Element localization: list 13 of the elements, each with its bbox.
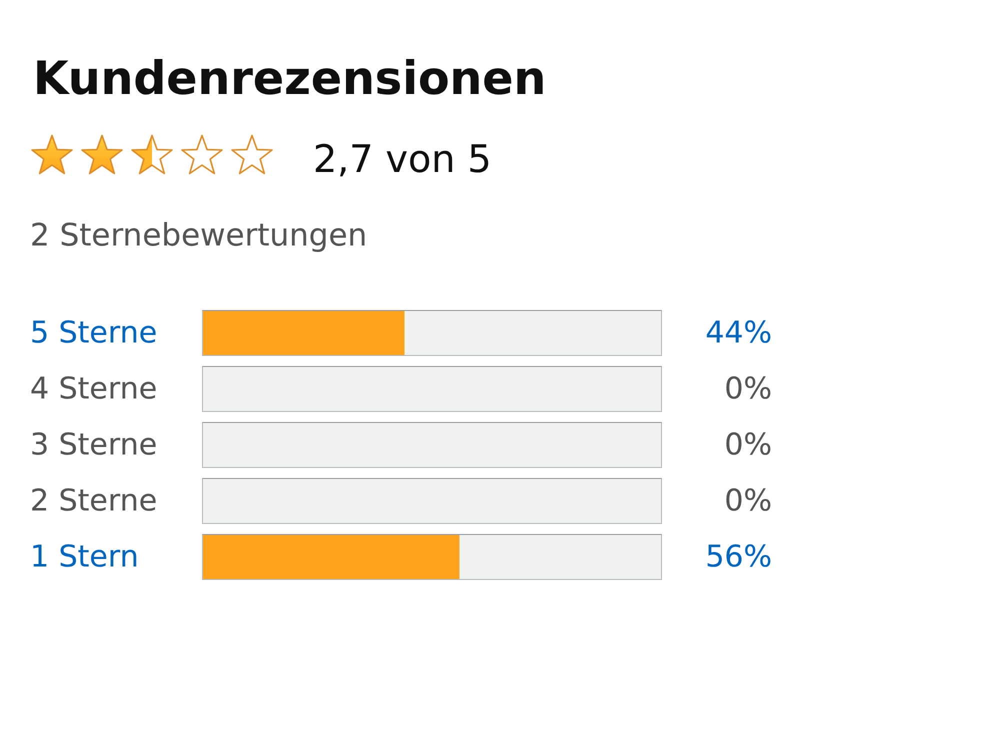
y-tick-label: 5 Sterne xyxy=(30,316,158,350)
data-label: 44% xyxy=(705,316,772,350)
data-label: 0% xyxy=(724,484,772,518)
data-label: 0% xyxy=(724,372,772,406)
data-label: 0% xyxy=(724,428,772,462)
chart-subtitle: 2,7 von 5 xyxy=(313,137,492,181)
chart-title: Kundenrezensionen xyxy=(33,51,546,105)
data-label: 56% xyxy=(705,540,772,574)
y-tick-label: 2 Sterne xyxy=(30,484,158,518)
y-tick-label: 3 Sterne xyxy=(30,428,158,462)
text: 2 Sternebewertungen xyxy=(30,218,368,254)
y-tick-label: 4 Sterne xyxy=(30,372,158,406)
y-tick-label: 1 Stern xyxy=(30,540,139,574)
